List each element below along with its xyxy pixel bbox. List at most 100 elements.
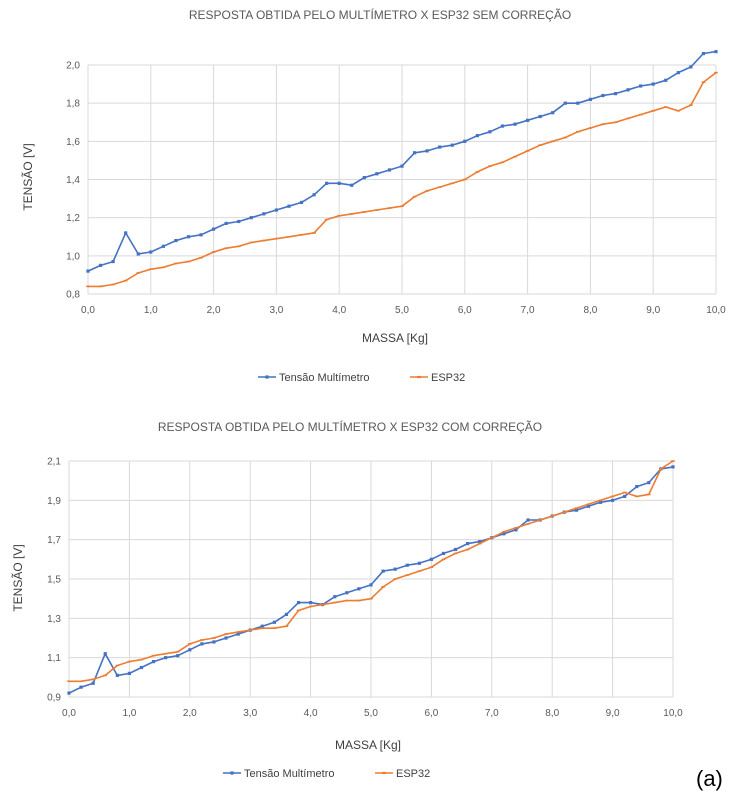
y-tick-label: 1,8 [66, 99, 80, 110]
chart-title: RESPOSTA OBTIDA PELO MULTÍMETRO X ESP32 … [158, 419, 542, 434]
data-point-multimetro [405, 563, 409, 567]
data-point-multimetro [526, 518, 530, 522]
data-point-multimetro [671, 465, 675, 469]
data-point-multimetro [272, 620, 276, 624]
data-point-multimetro [387, 168, 392, 172]
x-axis-title: MASSA [Kg] [335, 738, 401, 752]
y-tick-label: 1,1 [47, 653, 61, 664]
y-tick-label: 1,7 [47, 535, 61, 546]
x-tick-label: 4,0 [332, 305, 346, 316]
data-point-multimetro [676, 71, 680, 75]
data-point-multimetro [623, 494, 627, 498]
y-tick-label: 1,6 [66, 137, 80, 148]
data-point-multimetro [174, 238, 178, 243]
data-point-multimetro [463, 139, 467, 143]
data-point-multimetro [651, 82, 655, 86]
data-point-multimetro [212, 227, 216, 231]
data-point-multimetro [274, 208, 278, 212]
figure-caption: (a) [696, 766, 723, 791]
data-point-multimetro [212, 640, 216, 644]
x-tick-label: 3,0 [269, 305, 283, 316]
data-point-multimetro [586, 504, 591, 508]
data-point-multimetro [176, 654, 180, 658]
data-point-multimetro [325, 181, 329, 185]
x-tick-label: 2,0 [207, 305, 221, 316]
legend-label-esp32: ESP32 [431, 372, 465, 384]
data-point-multimetro [149, 250, 153, 254]
y-tick-label: 1,9 [47, 496, 61, 507]
y-tick-label: 1,3 [47, 614, 61, 625]
data-point-multimetro [514, 528, 518, 532]
data-point-multimetro [115, 673, 119, 677]
data-point-multimetro [224, 636, 228, 640]
legend-label-esp32: ESP32 [396, 768, 430, 780]
data-point-multimetro [186, 235, 191, 239]
y-tick-label: 2,1 [47, 457, 61, 468]
y-tick-label: 1,0 [66, 251, 80, 262]
data-point-multimetro [393, 567, 397, 571]
y-tick-label: 0,9 [47, 693, 61, 704]
x-tick-label: 9,0 [646, 305, 660, 316]
data-point-multimetro [369, 583, 373, 587]
data-point-multimetro [613, 92, 618, 96]
data-point-multimetro [576, 101, 580, 105]
data-point-multimetro [337, 181, 341, 185]
data-point-multimetro [296, 601, 301, 605]
data-point-multimetro [249, 216, 253, 220]
data-point-multimetro [362, 175, 366, 180]
data-point-multimetro [136, 252, 140, 256]
chart-without-correction: RESPOSTA OBTIDA PELO MULTÍMETRO X ESP32 … [21, 7, 726, 384]
data-point-multimetro [312, 193, 316, 197]
x-tick-label: 9,0 [606, 708, 620, 719]
data-point-multimetro [412, 151, 417, 155]
data-point-multimetro [161, 244, 165, 248]
data-point-multimetro [139, 665, 144, 670]
data-point-multimetro [262, 212, 266, 216]
x-tick-label: 8,0 [583, 305, 597, 316]
data-point-multimetro [647, 481, 651, 485]
x-tick-label: 0,0 [81, 305, 95, 316]
data-point-multimetro [350, 183, 354, 187]
x-tick-label: 6,0 [458, 305, 472, 316]
data-point-multimetro [601, 93, 605, 98]
data-point-multimetro [538, 114, 542, 119]
x-tick-label: 8,0 [545, 708, 559, 719]
data-point-multimetro [488, 130, 492, 134]
data-point-multimetro [664, 78, 668, 82]
y-tick-label: 1,4 [66, 175, 80, 186]
data-point-multimetro [98, 263, 103, 267]
data-point-multimetro [381, 569, 385, 573]
x-tick-label: 5,0 [364, 708, 378, 719]
data-point-multimetro [502, 532, 506, 536]
data-point-multimetro [551, 111, 555, 115]
data-point-multimetro [513, 122, 517, 126]
data-point-multimetro [500, 124, 505, 128]
legend-label-multimetro: Tensão Multímetro [244, 768, 334, 780]
data-point-multimetro [79, 685, 83, 689]
data-point-multimetro [453, 547, 458, 552]
y-tick-label: 0,8 [66, 290, 80, 301]
data-point-multimetro [475, 134, 479, 138]
data-point-multimetro [438, 145, 442, 149]
data-point-multimetro [164, 656, 168, 660]
x-tick-label: 3,0 [243, 708, 257, 719]
x-tick-label: 10,0 [706, 305, 726, 316]
data-point-multimetro [357, 587, 361, 591]
data-point-multimetro [237, 219, 241, 224]
x-tick-label: 5,0 [395, 305, 409, 316]
y-axis-title: TENSÃO [V] [21, 143, 35, 210]
data-point-multimetro [563, 101, 567, 105]
data-point-multimetro [689, 65, 693, 69]
data-point-multimetro [701, 51, 706, 56]
x-axis-title: MASSA [Kg] [362, 331, 428, 345]
data-point-multimetro [441, 551, 446, 556]
x-tick-label: 6,0 [424, 708, 438, 719]
x-tick-label: 1,0 [122, 708, 136, 719]
data-point-multimetro [588, 97, 592, 101]
data-point-multimetro [626, 88, 630, 92]
data-point-multimetro [478, 540, 482, 544]
data-point-multimetro [86, 269, 90, 273]
data-point-multimetro [611, 498, 615, 502]
data-point-multimetro [639, 84, 643, 88]
